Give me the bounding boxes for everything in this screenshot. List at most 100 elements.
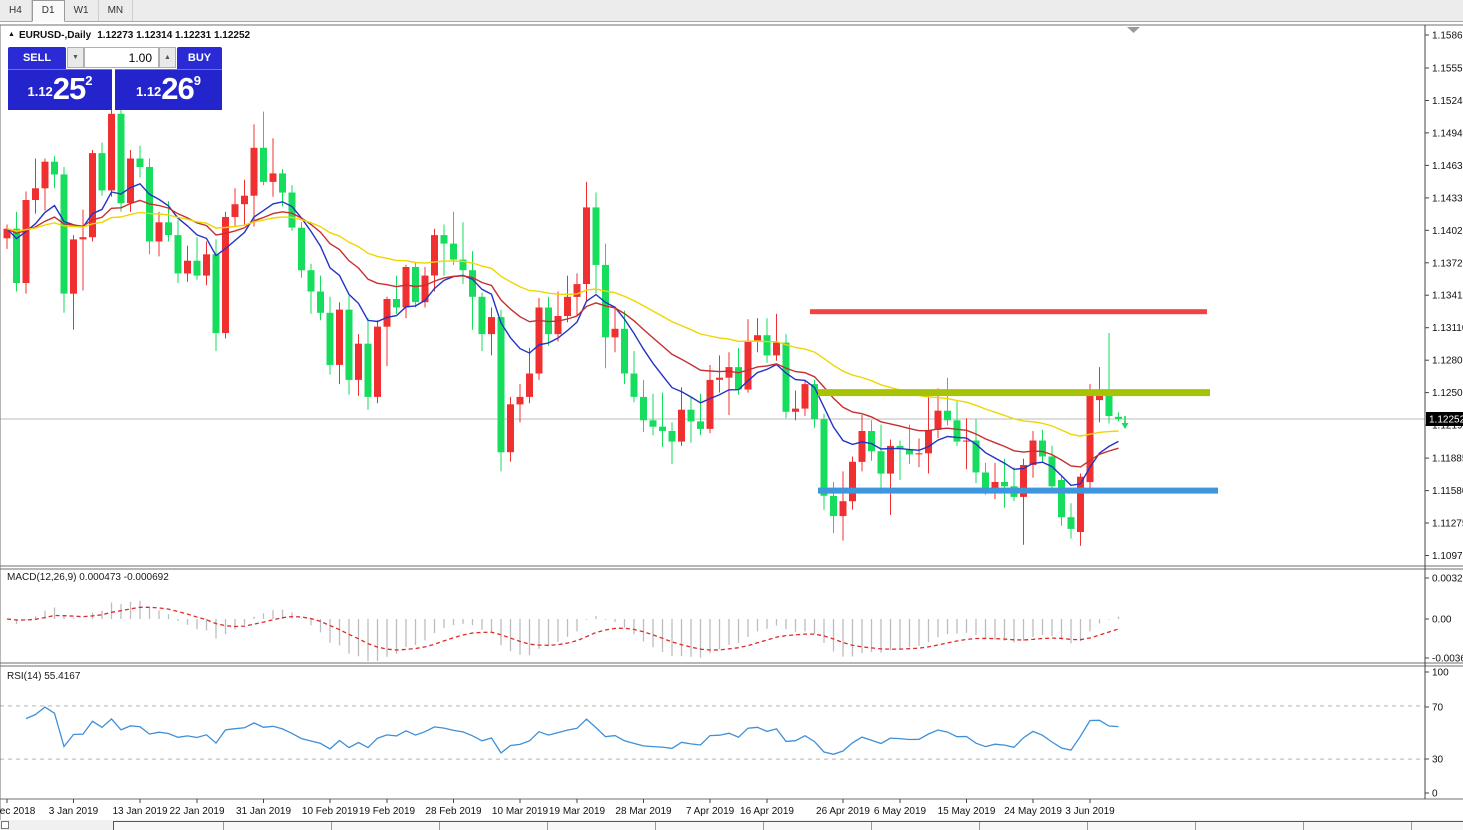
price-axis-label: 1.15245 (1432, 96, 1463, 107)
scrollbar-tick (979, 822, 980, 830)
rsi-axis-label: 100 (1432, 668, 1449, 679)
macd-indicator-label: MACD(12,26,9) 0.000473 -0.000692 (7, 572, 169, 583)
date-axis-label: 19 Mar 2019 (549, 806, 606, 817)
ohlc-quote-label: 1.12273 1.12314 1.12231 1.12252 (97, 30, 251, 41)
scrollbar-tick (871, 822, 872, 830)
sell-price-pip: 2 (85, 73, 93, 88)
sell-price-prefix: 1.12 (27, 84, 53, 99)
price-axis-label: 1.10970 (1432, 551, 1463, 562)
scrollbar-tick (1195, 822, 1196, 830)
date-axis-label: 3 Jan 2019 (49, 806, 99, 817)
price-axis-label: 1.11580 (1432, 486, 1463, 497)
one-click-trade-panel: SELL ▼ ▲ BUY 1.12252 1.12269 (8, 47, 222, 110)
price-axis-label: 1.14635 (1432, 161, 1463, 172)
price-axis-label: 1.15550 (1432, 64, 1463, 75)
timeframe-tab-w1[interactable]: W1 (65, 0, 99, 21)
rsi-axis-label: 0 (1432, 789, 1438, 800)
buy-price-big: 26 (161, 71, 194, 106)
price-axis-label: 1.11885 (1432, 454, 1463, 465)
date-axis-label: 13 Jan 2019 (112, 806, 167, 817)
volume-input[interactable] (84, 47, 159, 68)
scrollbar-tick (1303, 822, 1304, 830)
date-axis-label: 28 Feb 2019 (425, 806, 482, 817)
date-axis-label: 28 Mar 2019 (615, 806, 672, 817)
ma-fast-line (6, 182, 1119, 487)
date-axis-label: 19 Feb 2019 (359, 806, 416, 817)
hline-resistance-red[interactable] (810, 309, 1207, 315)
macd-axis-label: 0.00 (1432, 615, 1452, 626)
scrollbar-tick (223, 822, 224, 830)
rsi-axis-label: 70 (1432, 703, 1444, 714)
price-axis-label: 1.14940 (1432, 128, 1463, 139)
scrollbar-tick (439, 822, 440, 830)
scrollbar-track[interactable] (113, 821, 1463, 830)
sell-price-tile[interactable]: 1.12252 (8, 69, 112, 110)
scrollbar-tick (1411, 822, 1412, 830)
price-axis: 1.15860 1.15550 1.15245 1.14940 1.14635 1.143… (1425, 31, 1463, 800)
date-axis-label: 25 Dec 2018 (0, 806, 36, 817)
hline-resistance-olive[interactable] (818, 389, 1210, 397)
spin-up-icon: ▲ (164, 54, 171, 61)
price-axis-label: 1.15860 (1432, 31, 1463, 42)
sell-button[interactable]: SELL (8, 47, 66, 69)
date-axis-label: 31 Jan 2019 (236, 806, 291, 817)
sell-price-big: 25 (52, 71, 86, 106)
panel-collapse-icon[interactable]: ▲ (8, 31, 15, 38)
date-axis-label: 3 Jun 2019 (1065, 806, 1115, 817)
chart-title-bar: ▲ EURUSD-,Daily 1.12273 1.12314 1.12231 1.… (8, 30, 250, 41)
scroll-corner-box[interactable] (1, 821, 9, 829)
scrollbar-tick (1087, 822, 1088, 830)
chart-shift-marker-icon[interactable] (1127, 27, 1140, 33)
volume-decrease-button[interactable]: ▼ (67, 47, 84, 68)
macd-axis-label: 0.003287 (1432, 574, 1463, 585)
date-axis-label: 24 May 2019 (1004, 806, 1062, 817)
macd-histogram (15, 600, 1120, 661)
buy-button[interactable]: BUY (177, 47, 222, 69)
date-axis-label: 7 Apr 2019 (686, 806, 735, 817)
date-axis-label: 16 Apr 2019 (740, 806, 794, 817)
scrollbar-tick (547, 822, 548, 830)
date-axis-label: 10 Feb 2019 (302, 806, 359, 817)
timeframe-tab-mn[interactable]: MN (99, 0, 134, 21)
macd-axis-label: -0.003659 (1432, 654, 1463, 665)
date-axis-label: 22 Jan 2019 (169, 806, 224, 817)
price-axis-label: 1.12195 (1432, 421, 1463, 432)
price-axis-label: 1.14025 (1432, 226, 1463, 237)
tick-direction-arrow-icon (1121, 416, 1129, 429)
bottom-scroll-strip (0, 820, 1463, 830)
buy-price-prefix: 1.12 (135, 84, 162, 99)
buy-price-pip: 9 (193, 73, 202, 88)
volume-increase-button[interactable]: ▲ (159, 47, 176, 68)
price-axis-label: 1.14330 (1432, 193, 1463, 204)
scrollbar-tick (763, 822, 764, 830)
current-price-marker (1426, 412, 1463, 426)
date-axis-label: 26 Apr 2019 (816, 806, 870, 817)
price-axis-label: 1.12500 (1432, 388, 1463, 399)
pane-borders (0, 24, 1463, 820)
hline-support-blue[interactable] (818, 487, 1218, 494)
timeframe-tab-h4[interactable]: H4 (0, 0, 32, 21)
symbol-timeframe-label: EURUSD-,Daily (18, 30, 92, 41)
buy-price-tile[interactable]: 1.12269 (115, 69, 222, 110)
price-axis-label: 1.13720 (1432, 258, 1463, 269)
price-axis-label: 1.13415 (1432, 291, 1463, 302)
rsi-axis-label: 30 (1432, 755, 1444, 766)
spin-down-icon: ▼ (72, 54, 79, 61)
timeframe-tab-d1[interactable]: D1 (31, 0, 65, 22)
rsi-indicator-label: RSI(14) 55.4167 (7, 671, 81, 682)
timeframe-tabbar: H4 D1 W1 MN (0, 0, 1463, 22)
ma-slow-line (6, 211, 1119, 437)
price-axis-label: 1.13110 (1432, 323, 1463, 334)
date-axis-label: 15 May 2019 (938, 806, 996, 817)
trade-controls-row: SELL ▼ ▲ BUY (8, 47, 222, 69)
candlestick-series (3, 109, 1122, 546)
date-axis-label: 6 May 2019 (874, 806, 927, 817)
price-axis-label: 1.11275 (1432, 519, 1463, 530)
date-axis-label: 10 Mar 2019 (492, 806, 549, 817)
current-price-label: 1.12252 (1429, 415, 1463, 426)
scrollbar-tick (331, 822, 332, 830)
